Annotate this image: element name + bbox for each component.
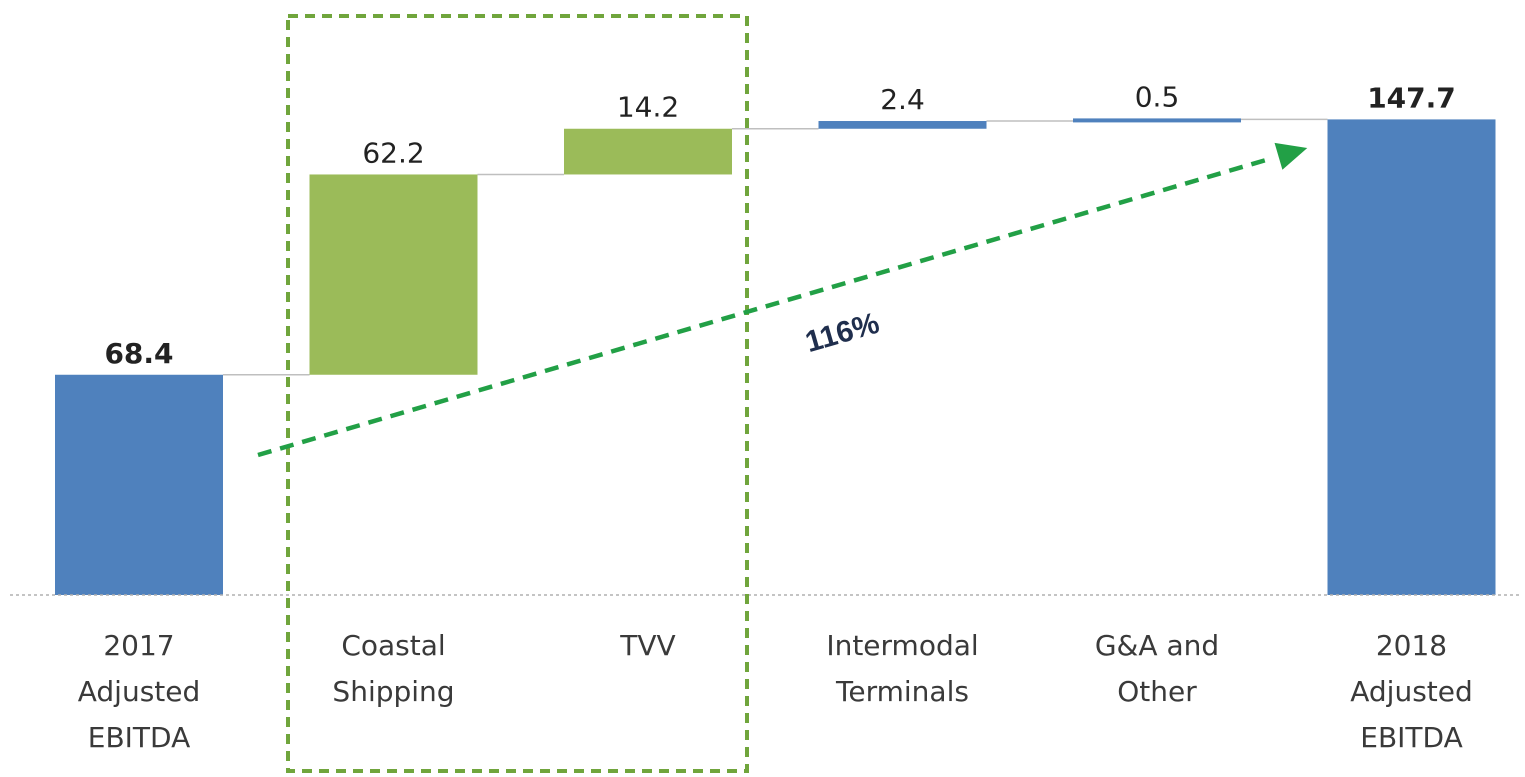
category-label: G&A and bbox=[1095, 629, 1219, 662]
category-label: 2017 bbox=[103, 629, 174, 662]
value-label: 147.7 bbox=[1367, 81, 1456, 114]
category-label: Shipping bbox=[332, 675, 454, 708]
category-label: TVV bbox=[619, 629, 675, 662]
growth-arrow-head bbox=[1274, 142, 1308, 170]
category-label: Coastal bbox=[341, 629, 445, 662]
category-labels-group: 2017 Adjusted EBITDA Coastal Shipping TVV Inte… bbox=[78, 629, 1473, 754]
bar-2018-adjusted-ebitda bbox=[1327, 119, 1496, 595]
bar-coastal-shipping bbox=[309, 174, 478, 375]
category-label: Terminals bbox=[835, 675, 969, 708]
category-label: EBITDA bbox=[88, 721, 190, 754]
connector-lines bbox=[223, 118, 1328, 376]
category-label: Intermodal bbox=[826, 629, 978, 662]
category-label: EBITDA bbox=[1360, 721, 1462, 754]
category-label: 2018 bbox=[1376, 629, 1447, 662]
bar-tvv bbox=[564, 128, 732, 175]
value-label: 2.4 bbox=[880, 83, 925, 116]
growth-label: 116% bbox=[802, 307, 883, 359]
value-label: 62.2 bbox=[362, 136, 424, 169]
value-label: 0.5 bbox=[1135, 80, 1180, 113]
category-label: Adjusted bbox=[78, 675, 201, 708]
value-label: 14.2 bbox=[617, 91, 679, 124]
category-label: Other bbox=[1117, 675, 1197, 708]
category-label: Adjusted bbox=[1350, 675, 1473, 708]
bar-intermodal-terminals bbox=[818, 121, 987, 129]
growth-arrow-line bbox=[257, 157, 1270, 458]
bar-2017-adjusted-ebitda bbox=[55, 374, 223, 595]
growth-arrow bbox=[257, 142, 1308, 458]
bar-g-a-and-other bbox=[1073, 118, 1241, 123]
value-labels-group: 68.4 62.2 14.2 2.4 0.5 147.7 bbox=[104, 80, 1455, 369]
value-label: 68.4 bbox=[104, 337, 173, 370]
bars-group bbox=[55, 118, 1496, 595]
highlight-box bbox=[286, 14, 749, 773]
